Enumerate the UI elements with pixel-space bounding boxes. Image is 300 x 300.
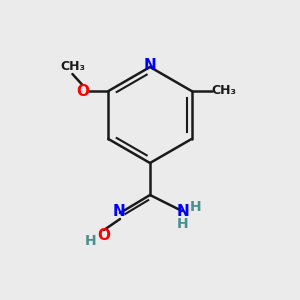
Text: O: O bbox=[98, 227, 110, 242]
Text: N: N bbox=[144, 58, 156, 74]
Text: H: H bbox=[85, 234, 97, 248]
Text: CH₃: CH₃ bbox=[211, 85, 236, 98]
Text: O: O bbox=[76, 83, 89, 98]
Text: H: H bbox=[177, 217, 189, 231]
Text: N: N bbox=[112, 205, 125, 220]
Text: N: N bbox=[177, 203, 189, 218]
Text: CH₃: CH₃ bbox=[60, 61, 85, 74]
Text: H: H bbox=[190, 200, 202, 214]
